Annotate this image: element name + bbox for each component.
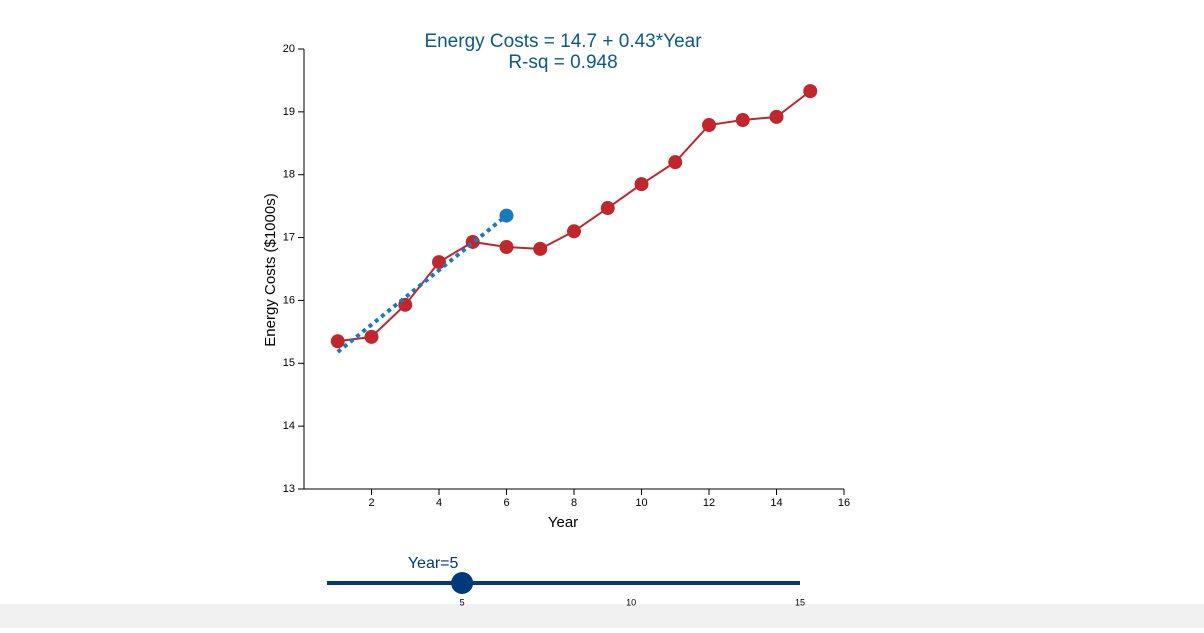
bottom-bar	[0, 604, 1204, 628]
y-tick-label: 19	[283, 106, 295, 118]
y-axis-label: Energy Costs ($1000s)	[262, 193, 279, 346]
data-point	[533, 241, 548, 256]
data-point	[668, 155, 683, 170]
prediction-point	[499, 208, 514, 223]
chart-title: Energy Costs = 14.7 + 0.43*Year	[424, 31, 702, 52]
x-tick-label: 4	[436, 497, 442, 509]
y-tick-label: 15	[283, 357, 295, 369]
x-tick-label: 12	[703, 497, 715, 509]
chart-subtitle: R-sq = 0.948	[508, 52, 617, 73]
x-tick-label: 14	[770, 497, 782, 509]
x-tick-label: 16	[838, 497, 850, 509]
data-point	[499, 240, 514, 254]
data-point	[432, 255, 446, 270]
slider-label: Year=5	[408, 555, 459, 572]
data-point	[803, 84, 818, 99]
y-tick-label: 14	[283, 420, 295, 432]
data-point	[769, 109, 784, 124]
data-point	[567, 224, 581, 239]
data-point	[465, 234, 480, 249]
slider-tick-label: 10	[626, 597, 636, 607]
y-tick-label: 20	[283, 43, 295, 55]
x-tick-label: 2	[368, 497, 374, 509]
data-point	[600, 201, 615, 216]
slider-tick-label: 15	[795, 597, 805, 607]
data-point	[634, 177, 649, 192]
y-tick-label: 16	[283, 294, 295, 306]
data-point	[364, 329, 379, 344]
y-tick-label: 13	[283, 483, 295, 495]
data-point	[702, 118, 716, 133]
y-tick-label: 17	[283, 231, 295, 243]
x-tick-label: 6	[503, 497, 509, 509]
slider-tick-label: 5	[460, 597, 465, 607]
data-point	[735, 113, 750, 128]
data-point	[330, 334, 345, 349]
x-tick-label: 8	[571, 497, 577, 509]
y-tick-label: 18	[283, 169, 295, 181]
x-axis-label: Year	[548, 514, 578, 531]
slider-handle[interactable]	[451, 572, 474, 594]
x-tick-label: 10	[635, 497, 647, 509]
